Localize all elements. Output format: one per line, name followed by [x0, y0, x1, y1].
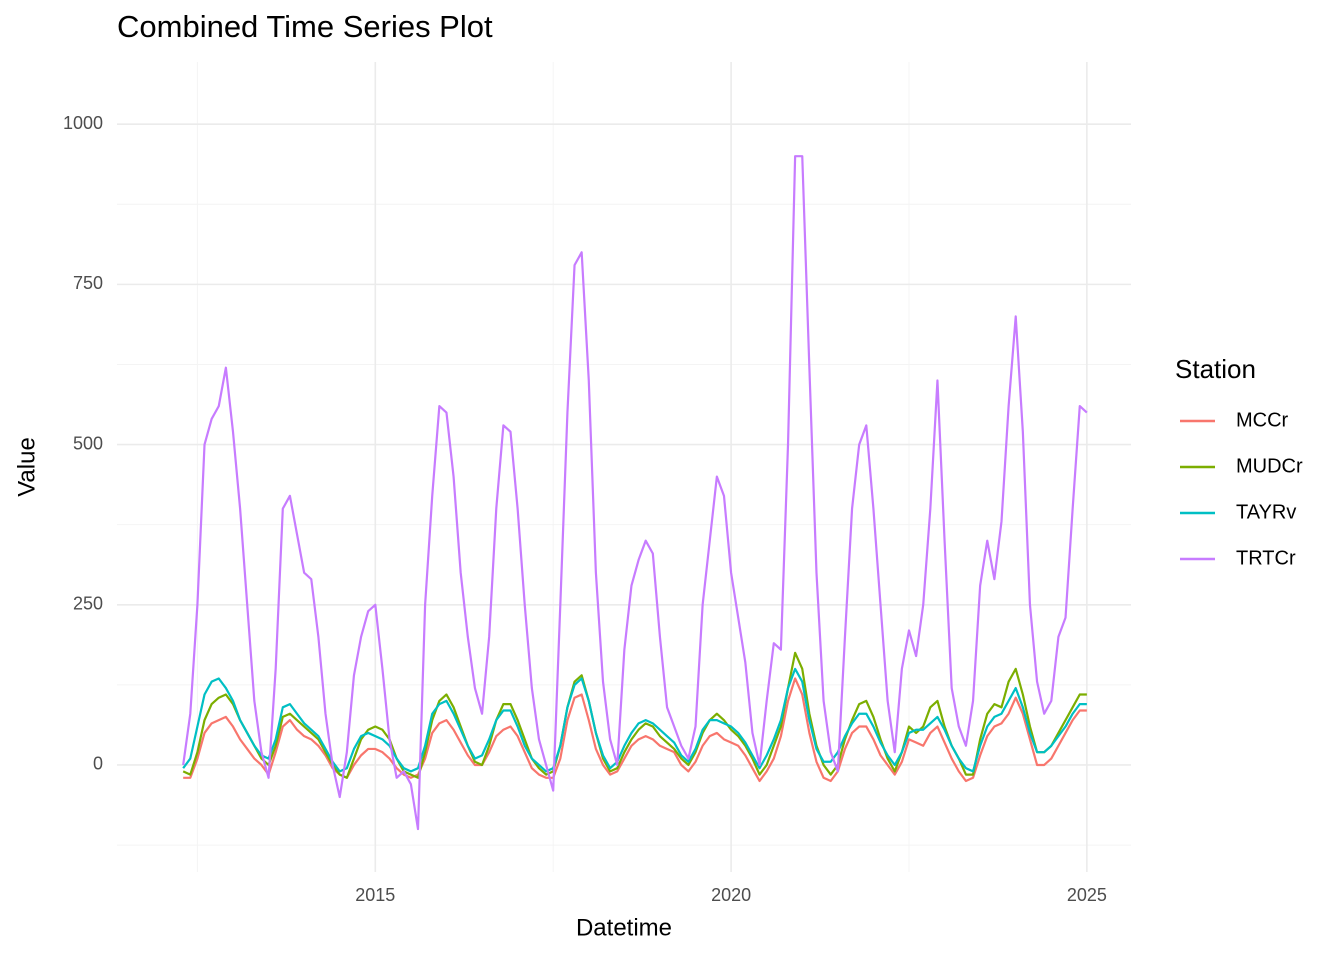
- x-tick-label: 2020: [711, 885, 751, 905]
- legend: MCCr MUDCr TAYRv TRTCr: [1180, 409, 1303, 569]
- y-axis-title: Value: [13, 437, 40, 497]
- legend-label: MUDCr: [1236, 455, 1303, 477]
- legend-label: TRTCr: [1236, 547, 1296, 569]
- y-tick-label: 0: [93, 754, 103, 774]
- legend-label: MCCr: [1236, 409, 1289, 431]
- y-tick-label: 1000: [63, 113, 103, 133]
- legend-title: Station: [1175, 354, 1256, 384]
- lines: [182, 155, 1088, 831]
- y-tick-label: 250: [73, 594, 103, 614]
- x-tick-label: 2025: [1067, 885, 1107, 905]
- y-tick-label: 750: [73, 273, 103, 293]
- y-tick-label: 500: [73, 433, 103, 453]
- chart-title: Combined Time Series Plot: [117, 9, 493, 44]
- x-axis-title: Datetime: [576, 914, 672, 941]
- series-line: [182, 667, 1087, 773]
- series-line: [182, 155, 1088, 831]
- x-tick-label: 2015: [355, 885, 395, 905]
- legend-label: TAYRv: [1236, 501, 1296, 523]
